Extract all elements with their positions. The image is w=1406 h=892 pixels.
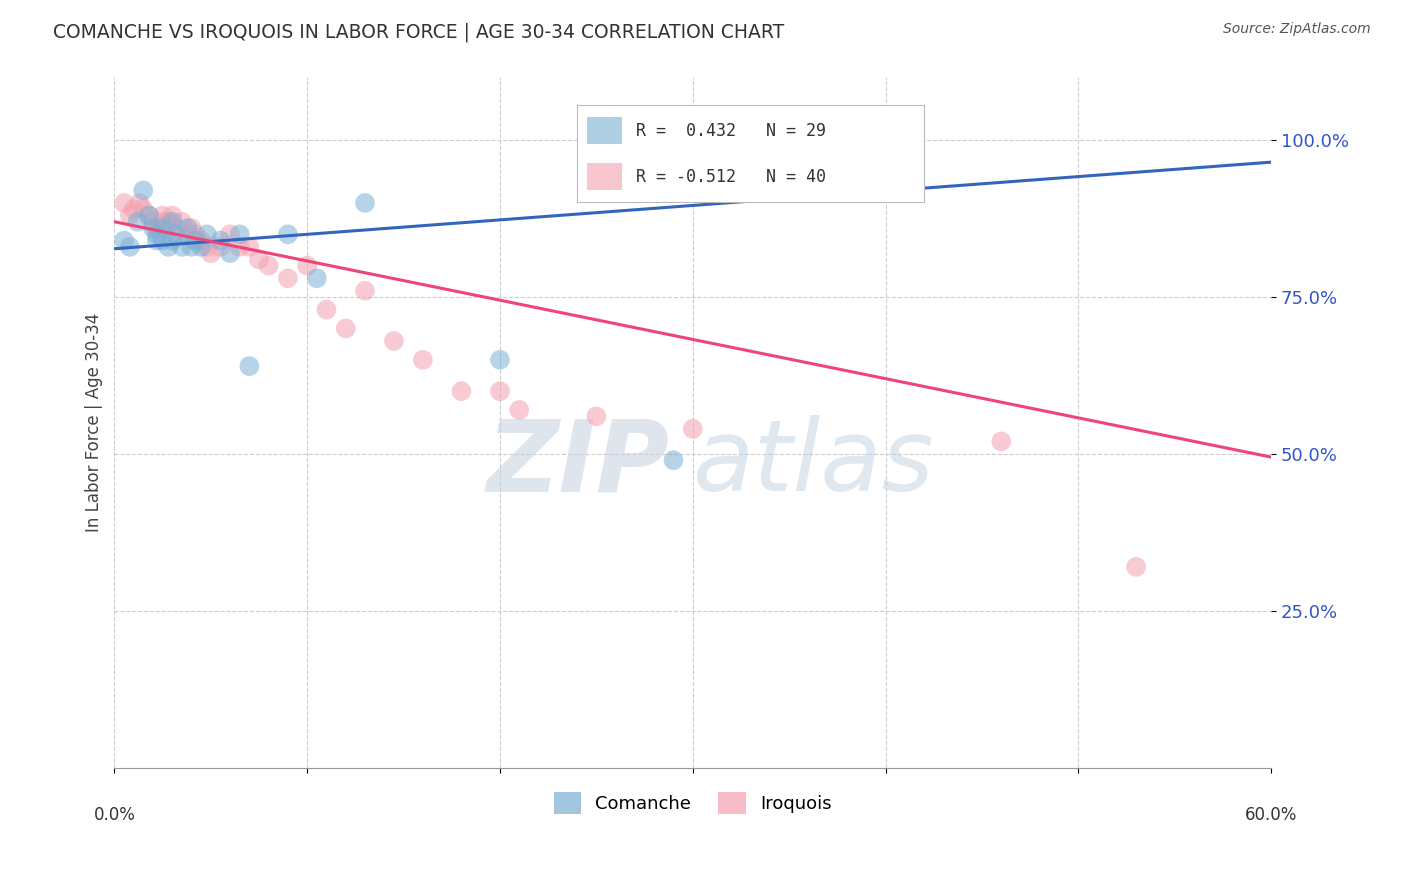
Point (295, 259, 318, 273)
Point (176, 227, 198, 242)
Text: atlas: atlas (693, 416, 935, 513)
Point (152, 221, 174, 235)
Text: 0.0%: 0.0% (93, 805, 135, 823)
Point (152, 215, 174, 229)
Point (132, 183, 155, 197)
Point (142, 215, 165, 229)
Point (238, 359, 260, 373)
Point (219, 227, 242, 242)
Point (138, 209, 160, 223)
Point (682, 422, 704, 436)
Point (450, 384, 472, 399)
Text: ZIP: ZIP (486, 416, 669, 513)
Point (132, 202, 155, 217)
Point (195, 227, 218, 242)
Point (165, 227, 187, 242)
Point (412, 352, 434, 367)
Point (112, 234, 135, 248)
Point (162, 209, 184, 223)
Point (170, 240, 193, 254)
Point (146, 221, 169, 235)
Text: 60.0%: 60.0% (1244, 805, 1298, 823)
Point (209, 234, 232, 248)
Point (190, 234, 212, 248)
Point (152, 234, 174, 248)
Point (195, 240, 218, 254)
Point (142, 221, 165, 235)
Point (157, 240, 180, 254)
Point (315, 302, 337, 317)
Point (382, 334, 405, 348)
Point (180, 221, 202, 235)
Point (152, 209, 174, 223)
Point (508, 403, 530, 417)
Legend: Comanche, Iroquois: Comanche, Iroquois (547, 784, 839, 821)
Point (162, 234, 184, 248)
Point (990, 434, 1012, 449)
Point (257, 259, 280, 273)
Point (146, 227, 169, 242)
Text: COMANCHE VS IROQUOIS IN LABOR FORCE | AGE 30-34 CORRELATION CHART: COMANCHE VS IROQUOIS IN LABOR FORCE | AG… (53, 22, 785, 42)
Point (176, 221, 198, 235)
Point (247, 252, 270, 267)
Y-axis label: In Labor Force | Age 30-34: In Labor Force | Age 30-34 (86, 313, 103, 533)
Point (228, 240, 250, 254)
Point (585, 409, 607, 424)
Point (354, 196, 377, 211)
Point (209, 240, 232, 254)
Point (489, 352, 512, 367)
Point (228, 227, 250, 242)
Point (127, 215, 149, 229)
Point (165, 221, 187, 235)
Point (219, 246, 242, 260)
Point (162, 215, 184, 229)
Text: Source: ZipAtlas.com: Source: ZipAtlas.com (1223, 22, 1371, 37)
Point (138, 209, 160, 223)
Point (662, 453, 685, 467)
Point (335, 321, 357, 335)
Point (354, 284, 377, 298)
Point (190, 240, 212, 254)
Point (238, 240, 260, 254)
Point (1125, 560, 1147, 574)
Point (277, 271, 299, 285)
Point (184, 227, 207, 242)
Point (489, 384, 512, 399)
Point (184, 234, 207, 248)
Point (200, 246, 222, 260)
Point (146, 234, 169, 248)
Point (170, 215, 193, 229)
Point (118, 240, 141, 254)
Point (305, 271, 328, 285)
Point (112, 196, 135, 211)
Point (128, 196, 150, 211)
Point (122, 202, 145, 217)
Point (157, 215, 180, 229)
Point (180, 240, 202, 254)
Point (118, 209, 141, 223)
Point (277, 227, 299, 242)
